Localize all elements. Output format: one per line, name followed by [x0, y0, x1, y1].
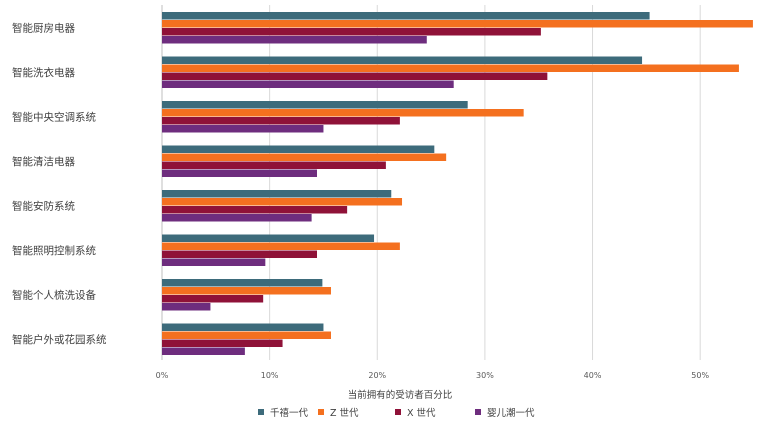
category-label: 智能厨房电器: [12, 22, 75, 35]
bar-4-1: [162, 36, 427, 44]
tick-labels: 0% 10% 20% 30% 40% 50%: [156, 371, 710, 380]
legend-swatch: [395, 409, 401, 415]
x-tick-label: 0%: [156, 371, 169, 380]
legend-swatch: [475, 409, 481, 415]
bar-1-7: [162, 279, 323, 287]
bar-2-7: [162, 287, 331, 295]
bars-layer: [162, 12, 753, 355]
bar-3-8: [162, 339, 283, 347]
bar-3-2: [162, 72, 548, 80]
bar-3-4: [162, 161, 386, 169]
bar-4-8: [162, 347, 245, 355]
bar-4-4: [162, 169, 317, 177]
bar-1-1: [162, 12, 650, 20]
bar-2-1: [162, 20, 753, 28]
bar-3-7: [162, 295, 264, 303]
category-labels: 智能厨房电器智能洗衣电器智能中央空调系统智能清洁电器智能安防系统智能照明控制系统…: [12, 22, 107, 347]
bar-1-8: [162, 323, 324, 331]
x-tick-label: 10%: [261, 371, 279, 380]
bar-3-6: [162, 250, 317, 258]
bar-1-2: [162, 56, 643, 64]
x-tick-label: 40%: [584, 371, 602, 380]
legend-label: 千禧一代: [270, 407, 309, 419]
bar-4-6: [162, 258, 266, 266]
legend-label: X 世代: [407, 407, 436, 419]
legend-swatch: [258, 409, 264, 415]
bar-4-3: [162, 125, 324, 133]
legend-label: Z 世代: [330, 407, 359, 419]
bar-4-7: [162, 303, 211, 311]
bar-2-3: [162, 109, 524, 117]
legend: 千禧一代 Z 世代 X 世代 婴儿潮一代: [258, 407, 535, 419]
category-label: 智能安防系统: [12, 200, 75, 213]
legend-label: 婴儿潮一代: [487, 407, 535, 419]
bar-1-6: [162, 234, 375, 242]
bar-3-1: [162, 28, 541, 36]
legend-swatch: [318, 409, 324, 415]
x-tick-label: 20%: [368, 371, 386, 380]
bar-2-2: [162, 64, 739, 72]
bar-2-8: [162, 331, 331, 339]
bar-2-5: [162, 198, 403, 206]
x-tick-label: 50%: [691, 371, 709, 380]
bar-3-3: [162, 117, 400, 125]
category-label: 智能清洁电器: [12, 155, 75, 168]
bar-3-5: [162, 206, 348, 214]
category-label: 智能个人梳洗设备: [12, 289, 96, 302]
bar-2-6: [162, 242, 400, 250]
category-label: 智能洗衣电器: [12, 66, 75, 79]
bar-1-3: [162, 101, 468, 109]
bar-1-5: [162, 190, 392, 198]
category-label: 智能照明控制系统: [12, 244, 96, 257]
x-tick-label: 30%: [476, 371, 494, 380]
category-label: 智能中央空调系统: [12, 111, 96, 124]
x-axis-title: 当前拥有的受访者百分比: [348, 389, 453, 401]
category-label: 智能户外或花园系统: [12, 333, 107, 346]
bar-4-5: [162, 214, 312, 222]
bar-2-4: [162, 153, 447, 161]
bar-4-2: [162, 80, 454, 88]
bar-1-4: [162, 145, 435, 153]
